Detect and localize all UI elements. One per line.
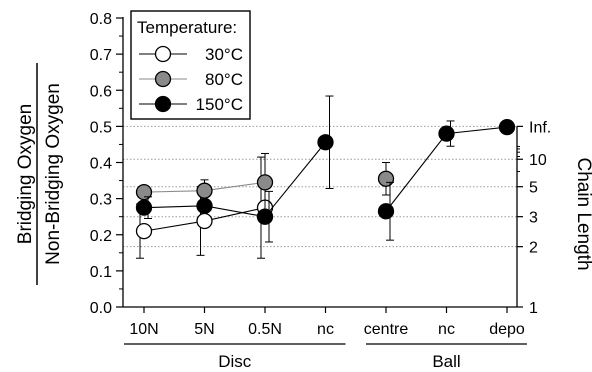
- right-tick-label: 1: [529, 300, 538, 317]
- x-tick-label: 0.5N: [248, 321, 282, 338]
- series-1: [135, 152, 395, 212]
- right-tick-label: 5: [529, 180, 538, 197]
- y-tick-label: 0.1: [90, 264, 112, 281]
- legend-label: 80°C: [205, 70, 243, 89]
- x-tick-label: nc: [317, 321, 334, 338]
- x-tick-label: depo: [489, 321, 525, 338]
- y-tick-label: 0.2: [90, 228, 112, 245]
- x-tick-label: 5N: [194, 321, 214, 338]
- data-point: [438, 125, 455, 142]
- y-tick-label: 0.3: [90, 192, 112, 209]
- y-axis-label-line1: Bridging Oxygen: [15, 104, 36, 244]
- x-tick-label: centre: [364, 321, 409, 338]
- tick-labels: 0.0 0.1 0.2 0.3 0.4 0.5 0.6 0.7 0.8 1 2 3 5 10 Inf. 10N…: [90, 11, 551, 371]
- legend-title: Temperature:: [137, 18, 237, 37]
- data-point: [196, 197, 213, 215]
- data-point: [135, 183, 153, 201]
- right-tick-label: 3: [529, 210, 538, 227]
- right-axis-label: Chain Length: [573, 157, 592, 270]
- data-point: [135, 199, 153, 216]
- axes: [116, 17, 527, 345]
- right-tick-label: 2: [529, 240, 538, 257]
- data-series: [135, 95, 516, 259]
- y-tick-label: 0.5: [90, 119, 112, 136]
- y-tick-label: 0.4: [90, 156, 112, 173]
- data-point: [196, 182, 213, 199]
- y-axis-label-line2: Non-Bridging Oxygen: [43, 83, 64, 265]
- x-tick-label: 10N: [129, 321, 158, 338]
- y-tick-label: 0.6: [90, 83, 112, 100]
- legend-label: 150°C: [196, 95, 243, 114]
- data-point: [135, 222, 153, 240]
- legend-label: 30°C: [205, 45, 243, 64]
- legend-marker: [154, 95, 172, 113]
- data-point: [498, 118, 516, 136]
- x-tick-label: nc: [438, 321, 455, 338]
- data-point: [256, 208, 274, 225]
- data-point: [377, 203, 395, 220]
- legend-marker: [154, 45, 172, 63]
- legend-marker: [154, 70, 172, 88]
- group-label: Disc: [218, 352, 252, 371]
- legend-box: [130, 10, 251, 120]
- group-label: Ball: [432, 352, 460, 371]
- data-point: [256, 174, 274, 191]
- axis-labels: Bridging Oxygen Non-Bridging Oxygen Chai…: [15, 63, 592, 285]
- data-point: [196, 212, 213, 230]
- data-point: [317, 134, 334, 151]
- right-tick-label: 10: [529, 152, 547, 169]
- y-tick-label: 0.8: [90, 11, 112, 28]
- right-tick-label: Inf.: [529, 119, 551, 136]
- data-point: [377, 170, 395, 187]
- legend: Temperature: 30°C 80°C 150°C: [130, 10, 251, 120]
- series-line: [143, 141, 326, 218]
- y-tick-label: 0.0: [90, 300, 112, 317]
- series-2: [135, 95, 516, 243]
- y-tick-label: 0.7: [90, 47, 112, 64]
- gridlines: [123, 125, 517, 248]
